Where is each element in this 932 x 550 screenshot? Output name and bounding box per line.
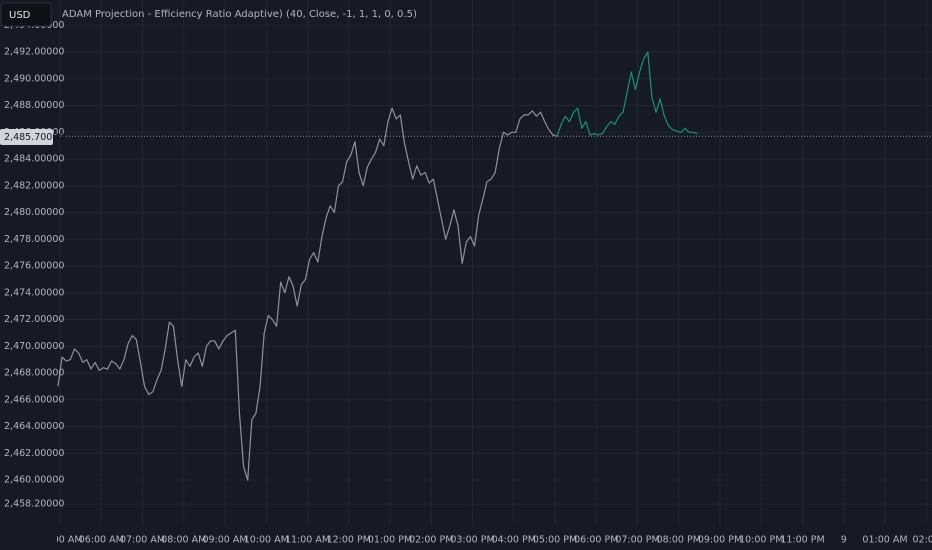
- y-tick-label: 2,484.00000: [4, 154, 64, 165]
- currency-button[interactable]: [0, 2, 52, 27]
- y-tick-label: 2,470.00000: [4, 341, 64, 352]
- x-tick-label: 10:00 PM: [739, 535, 783, 546]
- y-tick-label: 2,482.00000: [4, 180, 64, 191]
- x-tick-label: 01:00 PM: [368, 535, 412, 546]
- y-tick-label: 2,464.00000: [4, 421, 64, 432]
- x-tick-label: 01:00 AM: [862, 535, 907, 546]
- y-axis-panel: [0, 0, 57, 550]
- y-tick-label: 2,480.00000: [4, 207, 64, 218]
- x-tick-label: 05:00 AM: [37, 535, 82, 546]
- x-tick-label: 12:00 PM: [327, 535, 371, 546]
- x-tick-label: 02:00 PM: [409, 535, 453, 546]
- y-tick-label: 2,466.00000: [4, 394, 64, 405]
- x-tick-label: 9: [841, 535, 847, 546]
- y-tick-label: 2,478.00000: [4, 234, 64, 245]
- x-tick-label: 11:00 PM: [780, 535, 824, 546]
- y-tick-label: 2,476.00000: [4, 261, 64, 272]
- x-tick-label: 09:00 AM: [202, 535, 247, 546]
- y-tick-label: 2,492.00000: [4, 47, 64, 58]
- y-tick-label: 2,474.00000: [4, 287, 64, 298]
- y-tick-label: 2,462.00000: [4, 448, 64, 459]
- currency[interactable]: USD: [9, 10, 31, 21]
- price-label: 2,485.70000: [4, 132, 64, 143]
- series-line: [556, 51, 698, 137]
- y-tick-label: 2,472.00000: [4, 314, 64, 325]
- y-tick-label: 2,468.00000: [4, 368, 64, 379]
- x-tick-label: 06:00 PM: [574, 535, 618, 546]
- x-tick-label: 09:00 PM: [698, 535, 742, 546]
- price-label-box: [0, 129, 53, 145]
- x-tick-label: 05:00 PM: [533, 535, 577, 546]
- x-tick-label: 07:00 PM: [615, 535, 659, 546]
- y-tick-label: 2,460.00000: [4, 475, 64, 486]
- y-tick-label: 2,458.20000: [4, 499, 64, 510]
- x-tick-label: 11:00 AM: [285, 535, 330, 546]
- x-tick-label: 08:00 PM: [657, 535, 701, 546]
- x-tick-label: 06:00 AM: [79, 535, 124, 546]
- y-tick-label: 2,488.00000: [4, 100, 64, 111]
- x-tick-label: 03:00 PM: [450, 535, 494, 546]
- series-line: [57, 107, 558, 481]
- x-tick-label: 08:00 AM: [161, 535, 206, 546]
- x-tick-label: 02:00: [913, 535, 932, 546]
- x-tick-label: 10:00 AM: [244, 535, 289, 546]
- indicator-title: ADAM Projection - Efficiency Ratio Adapt…: [62, 9, 417, 20]
- y-tick-label: 2,490.00000: [4, 73, 64, 84]
- x-tick-label: 04:00 PM: [492, 535, 536, 546]
- x-tick-label: 07:00 AM: [120, 535, 165, 546]
